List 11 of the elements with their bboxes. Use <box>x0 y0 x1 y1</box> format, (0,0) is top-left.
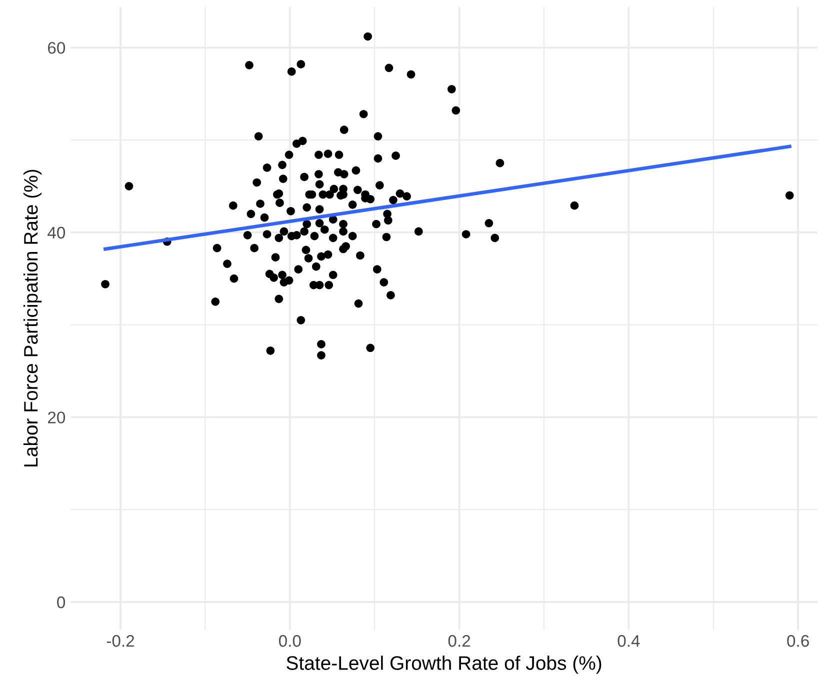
x-tick-label: 0.4 <box>618 635 640 647</box>
x-tick-label: 0.6 <box>787 635 809 647</box>
y-axis-title: Labor Force Participation Rate (%) <box>23 170 42 466</box>
y-tick-label: 60 <box>48 42 66 54</box>
x-tick-label: 0.2 <box>448 635 470 647</box>
x-tick-label: -0.2 <box>106 635 134 647</box>
y-tick-label: 0 <box>57 596 66 608</box>
x-axis-title: State-Level Growth Rate of Jobs (%) <box>286 656 602 674</box>
y-tick-label: 40 <box>48 226 66 239</box>
y-tick-label: 20 <box>48 412 66 424</box>
x-tick-label: 0.0 <box>278 635 301 647</box>
